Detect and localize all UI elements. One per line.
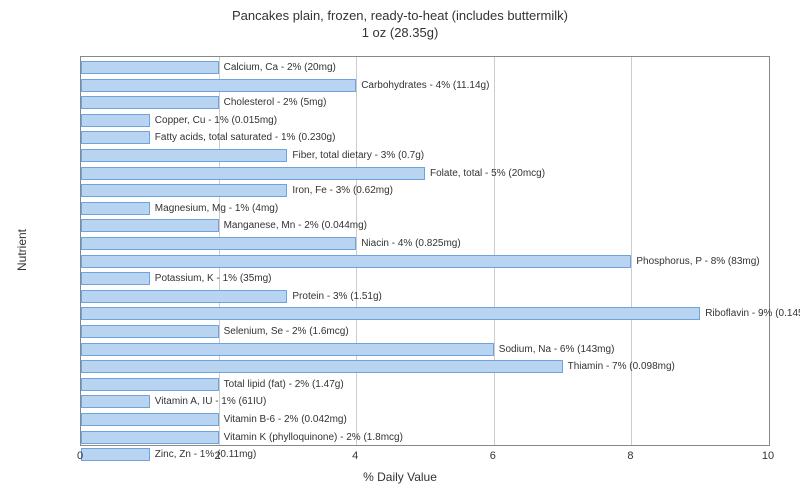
x-tick-label: 6 xyxy=(490,450,496,462)
bar-row: Thiamin - 7% (0.098mg) xyxy=(81,360,675,373)
chart-title: Pancakes plain, frozen, ready-to-heat (i… xyxy=(0,0,800,42)
nutrient-chart: Pancakes plain, frozen, ready-to-heat (i… xyxy=(0,0,800,500)
bar-label: Phosphorus, P - 8% (83mg) xyxy=(636,256,759,267)
bar-row: Sodium, Na - 6% (143mg) xyxy=(81,343,614,356)
bar-row: Folate, total - 5% (20mcg) xyxy=(81,167,545,180)
nutrient-bar xyxy=(81,325,219,338)
grid-line xyxy=(494,57,495,445)
bar-label: Total lipid (fat) - 2% (1.47g) xyxy=(224,379,344,390)
nutrient-bar xyxy=(81,202,150,215)
x-tick-label: 2 xyxy=(215,450,221,462)
bar-label: Zinc, Zn - 1% (0.11mg) xyxy=(155,449,257,460)
bar-label: Potassium, K - 1% (35mg) xyxy=(155,273,272,284)
nutrient-bar xyxy=(81,184,287,197)
bar-row: Magnesium, Mg - 1% (4mg) xyxy=(81,202,278,215)
bar-label: Thiamin - 7% (0.098mg) xyxy=(568,361,675,372)
bar-label: Iron, Fe - 3% (0.62mg) xyxy=(292,185,393,196)
bar-label: Cholesterol - 2% (5mg) xyxy=(224,97,327,108)
bar-label: Folate, total - 5% (20mcg) xyxy=(430,168,545,179)
bar-label: Selenium, Se - 2% (1.6mcg) xyxy=(224,326,349,337)
y-axis-title: Nutrient xyxy=(15,229,29,271)
bar-row: Niacin - 4% (0.825mg) xyxy=(81,237,461,250)
bar-row: Manganese, Mn - 2% (0.044mg) xyxy=(81,219,367,232)
nutrient-bar xyxy=(81,96,219,109)
nutrient-bar xyxy=(81,114,150,127)
bar-label: Carbohydrates - 4% (11.14g) xyxy=(361,80,489,91)
grid-line xyxy=(356,57,357,445)
bar-label: Magnesium, Mg - 1% (4mg) xyxy=(155,203,278,214)
bar-label: Fiber, total dietary - 3% (0.7g) xyxy=(292,150,424,161)
bar-row: Iron, Fe - 3% (0.62mg) xyxy=(81,184,393,197)
bar-row: Phosphorus, P - 8% (83mg) xyxy=(81,255,760,268)
title-line-1: Pancakes plain, frozen, ready-to-heat (i… xyxy=(0,8,800,25)
bar-label: Calcium, Ca - 2% (20mg) xyxy=(224,62,336,73)
nutrient-bar xyxy=(81,131,150,144)
nutrient-bar xyxy=(81,61,219,74)
bar-row: Riboflavin - 9% (0.145mg) xyxy=(81,307,800,320)
bar-label: Sodium, Na - 6% (143mg) xyxy=(499,344,615,355)
nutrient-bar xyxy=(81,290,287,303)
bar-label: Niacin - 4% (0.825mg) xyxy=(361,238,460,249)
x-tick-label: 0 xyxy=(77,450,83,462)
bar-label: Vitamin K (phylloquinone) - 2% (1.8mcg) xyxy=(224,432,403,443)
nutrient-bar xyxy=(81,167,425,180)
bar-label: Vitamin B-6 - 2% (0.042mg) xyxy=(224,414,347,425)
bar-label: Riboflavin - 9% (0.145mg) xyxy=(705,308,800,319)
bar-label: Vitamin A, IU - 1% (61IU) xyxy=(155,396,267,407)
bar-label: Fatty acids, total saturated - 1% (0.230… xyxy=(155,132,336,143)
nutrient-bar xyxy=(81,343,494,356)
nutrient-bar xyxy=(81,149,287,162)
x-tick-label: 4 xyxy=(352,450,358,462)
x-tick-label: 8 xyxy=(627,450,633,462)
bar-label: Protein - 3% (1.51g) xyxy=(292,291,382,302)
nutrient-bar xyxy=(81,448,150,461)
bar-row: Calcium, Ca - 2% (20mg) xyxy=(81,61,336,74)
bar-row: Copper, Cu - 1% (0.015mg) xyxy=(81,114,277,127)
bar-row: Cholesterol - 2% (5mg) xyxy=(81,96,326,109)
bar-row: Vitamin K (phylloquinone) - 2% (1.8mcg) xyxy=(81,431,403,444)
bar-row: Fiber, total dietary - 3% (0.7g) xyxy=(81,149,424,162)
x-tick-label: 10 xyxy=(762,450,774,462)
nutrient-bar xyxy=(81,219,219,232)
bar-row: Vitamin B-6 - 2% (0.042mg) xyxy=(81,413,347,426)
bar-row: Fatty acids, total saturated - 1% (0.230… xyxy=(81,131,335,144)
plot-area: Calcium, Ca - 2% (20mg) Carbohydrates - 4… xyxy=(80,56,770,446)
nutrient-bar xyxy=(81,378,219,391)
nutrient-bar xyxy=(81,237,356,250)
nutrient-bar xyxy=(81,395,150,408)
bar-label: Manganese, Mn - 2% (0.044mg) xyxy=(224,220,367,231)
bar-row: Carbohydrates - 4% (11.14g) xyxy=(81,79,489,92)
bar-row: Zinc, Zn - 1% (0.11mg) xyxy=(81,448,256,461)
bar-row: Selenium, Se - 2% (1.6mcg) xyxy=(81,325,349,338)
nutrient-bar xyxy=(81,413,219,426)
nutrient-bar xyxy=(81,360,563,373)
bar-row: Vitamin A, IU - 1% (61IU) xyxy=(81,395,266,408)
bar-row: Protein - 3% (1.51g) xyxy=(81,290,382,303)
nutrient-bar xyxy=(81,431,219,444)
nutrient-bar xyxy=(81,272,150,285)
nutrient-bar xyxy=(81,307,700,320)
bar-row: Total lipid (fat) - 2% (1.47g) xyxy=(81,378,344,391)
x-axis-title: % Daily Value xyxy=(363,470,437,484)
nutrient-bar xyxy=(81,79,356,92)
bar-label: Copper, Cu - 1% (0.015mg) xyxy=(155,115,277,126)
nutrient-bar xyxy=(81,255,631,268)
title-line-2: 1 oz (28.35g) xyxy=(0,25,800,42)
grid-line xyxy=(631,57,632,445)
bar-row: Potassium, K - 1% (35mg) xyxy=(81,272,272,285)
